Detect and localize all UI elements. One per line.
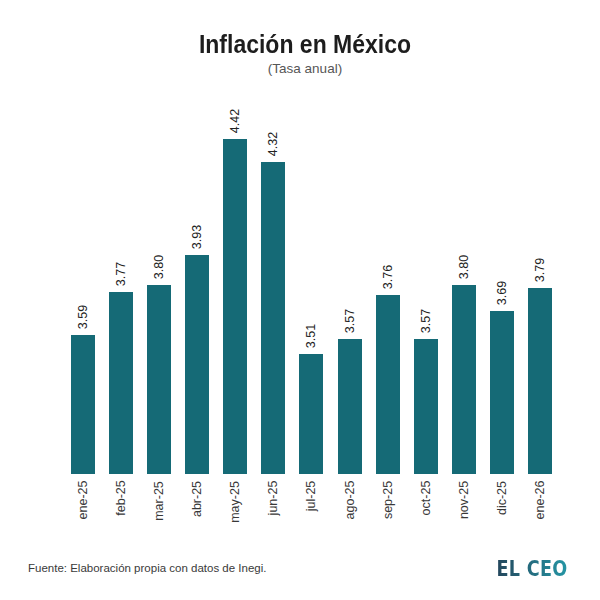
x-tick-label: nov-25 — [457, 480, 471, 518]
bar — [528, 288, 552, 474]
bar — [261, 162, 285, 474]
bar-value-label: 4.32 — [266, 132, 280, 156]
bar — [490, 311, 514, 474]
bar-value-label: 3.76 — [381, 264, 395, 288]
bar-value-label: 3.51 — [304, 323, 318, 347]
x-tick-label: ago-25 — [343, 481, 357, 520]
bar-value-label: 3.80 — [152, 255, 166, 279]
bar-value-label: 4.42 — [228, 109, 242, 133]
x-tick-label: oct-25 — [419, 481, 433, 516]
x-tick-label: may-25 — [228, 481, 242, 523]
x-tick-label: mar-25 — [152, 481, 166, 521]
bar — [147, 285, 171, 474]
bar-value-label: 3.93 — [190, 224, 204, 248]
x-tick-label: jul-25 — [304, 481, 318, 512]
x-tick-label: ene-25 — [76, 481, 90, 520]
bar — [338, 339, 362, 474]
bar — [414, 339, 438, 474]
bar-chart: 3.59 ene-25 3.77 feb-25 3.80 mar-25 3.93 abr-25… — [0, 0, 600, 600]
bar — [109, 292, 133, 474]
bar — [299, 354, 323, 474]
bar — [71, 335, 95, 474]
bar-value-label: 3.57 — [343, 309, 357, 333]
x-tick-label: abr-25 — [190, 480, 204, 516]
x-tick-label: ene-26 — [533, 481, 547, 520]
source-note: Fuente: Elaboración propia con datos de … — [28, 562, 266, 574]
x-tick-label: feb-25 — [114, 480, 128, 515]
x-tick-label: jun-25 — [266, 481, 280, 516]
bar-value-label: 3.79 — [533, 257, 547, 281]
bar-value-label: 3.69 — [495, 281, 509, 305]
bar-value-label: 3.59 — [76, 305, 90, 329]
x-tick-label: dic-25 — [495, 480, 509, 514]
bar-value-label: 3.77 — [114, 262, 128, 286]
bar — [452, 285, 476, 474]
bar — [223, 139, 247, 474]
bar — [376, 295, 400, 474]
brand-logo: EL CEO — [496, 557, 567, 581]
bar-value-label: 3.80 — [457, 255, 471, 279]
bar-value-label: 3.57 — [419, 309, 433, 333]
bar — [185, 255, 209, 474]
x-tick-label: sep-25 — [381, 480, 395, 518]
